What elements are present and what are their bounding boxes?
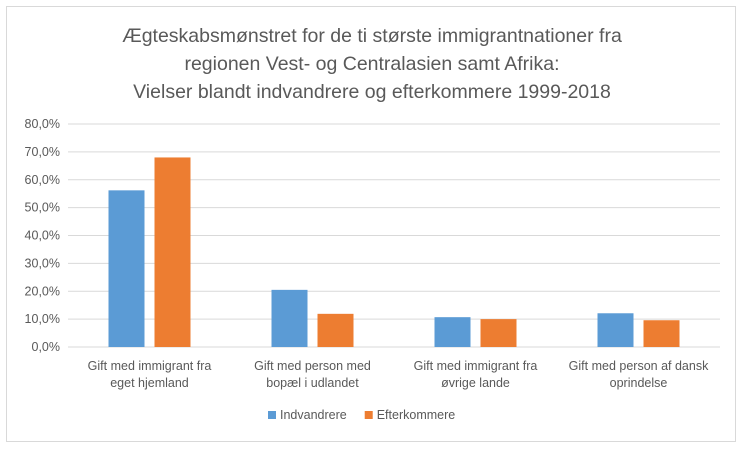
y-tick-label: 0,0% (32, 340, 61, 354)
x-category-label: oprindelse (610, 376, 668, 390)
chart-border (6, 6, 736, 442)
bar-indvandrere (108, 190, 145, 347)
legend-label: Indvandrere (280, 408, 347, 422)
x-category-label: bopæl i udlandet (266, 376, 359, 390)
y-tick-label: 80,0% (25, 117, 60, 131)
x-category-label: Gift med immigrant fra (414, 359, 538, 373)
legend-swatch (268, 411, 276, 419)
chart-title-line: Ægteskabsmønstret for de ti største immi… (122, 25, 622, 47)
y-tick-label: 50,0% (25, 201, 60, 215)
chart-title-line: Vielser blandt indvandrere og efterkomme… (133, 81, 611, 103)
y-tick-label: 20,0% (25, 284, 60, 298)
chart-title-line: regionen Vest- og Centralasien samt Afri… (184, 53, 559, 75)
x-category-label: Gift med person af dansk (569, 359, 709, 373)
y-tick-label: 10,0% (25, 312, 60, 326)
x-category-label: Gift med person med (254, 359, 371, 373)
y-tick-label: 40,0% (25, 229, 60, 243)
x-category-label: øvrige lande (441, 376, 510, 390)
y-tick-label: 60,0% (25, 173, 60, 187)
y-tick-label: 30,0% (25, 256, 60, 270)
bar-efterkommere (317, 313, 354, 347)
legend-swatch (364, 411, 373, 419)
bar-efterkommere (154, 157, 191, 347)
bar-indvandrere (271, 289, 308, 347)
bar-efterkommere (480, 319, 517, 347)
x-category-label: Gift med immigrant fra (88, 359, 212, 373)
bar-indvandrere (597, 313, 634, 347)
bar-indvandrere (434, 317, 471, 347)
y-tick-label: 70,0% (25, 145, 60, 159)
x-category-label: eget hjemland (110, 376, 189, 390)
legend-label: Efterkommere (377, 408, 456, 422)
bar-efterkommere (643, 320, 680, 347)
